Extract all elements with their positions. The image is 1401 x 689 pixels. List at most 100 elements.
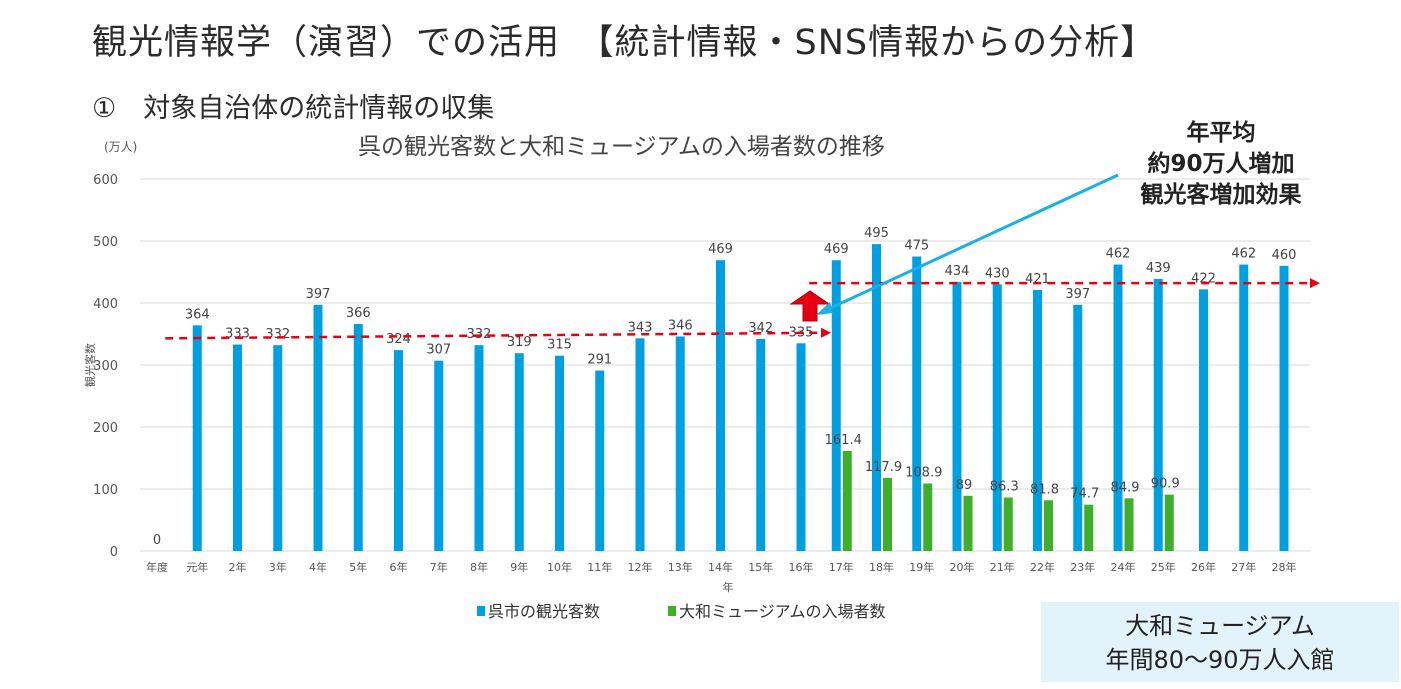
bar-visitors — [716, 260, 725, 551]
data-label-visitors: 315 — [547, 338, 572, 353]
x-tick-label: 26年 — [1191, 560, 1216, 574]
data-label-visitors: 397 — [1065, 287, 1090, 302]
x-tick-label: 25年 — [1151, 560, 1176, 574]
x-tick-label: 7年 — [430, 560, 448, 574]
y-tick-label: 500 — [93, 235, 118, 250]
increase-arrow-icon — [789, 290, 831, 322]
x-tick-label: 6年 — [390, 560, 408, 574]
x-tick-label: 27年 — [1231, 560, 1256, 574]
legend-label-museum: 大和ミュージアムの入場者数 — [679, 602, 886, 621]
bar-museum — [842, 450, 852, 551]
x-tick-label: 12年 — [628, 560, 653, 574]
annotation-line-3: 観光客増加効果 — [1140, 182, 1302, 208]
bar-museum — [1124, 498, 1134, 551]
data-label-museum: 74.7 — [1070, 487, 1099, 502]
x-tick-label: 23年 — [1070, 560, 1095, 574]
data-label-museum: 81.8 — [1030, 482, 1059, 497]
trend-arrowhead-icon — [821, 327, 831, 338]
data-label-museum: 84.9 — [1111, 480, 1140, 495]
data-label-museum: 108.9 — [905, 465, 942, 480]
bar-visitors — [192, 325, 202, 551]
bar-visitors — [675, 336, 685, 551]
y-tick-label: 400 — [93, 297, 118, 312]
legend: 呉市の観光客数 大和ミュージアムの入場者数 — [477, 602, 886, 621]
y-tick-label: 200 — [93, 421, 118, 436]
bar-visitors — [1279, 265, 1289, 551]
data-label-visitors: 462 — [1106, 247, 1131, 262]
bar-visitors — [1033, 289, 1042, 551]
bar-visitors — [434, 360, 444, 551]
x-tick-label: 9年 — [510, 560, 528, 574]
x-tick-label: 21年 — [990, 560, 1015, 574]
bars — [192, 244, 1289, 551]
bar-museum — [923, 483, 933, 551]
y-tick-label: 600 — [93, 173, 118, 188]
x-tick-label: 22年 — [1030, 560, 1055, 574]
x-tick-label: 14年 — [708, 560, 733, 574]
bar-visitors — [831, 260, 841, 551]
bar-visitors — [273, 345, 283, 551]
data-label-visitors: 422 — [1191, 271, 1216, 286]
annotation-line-2: 約90万人増加 — [1147, 151, 1295, 177]
chart-title: 呉の観光客数と大和ミュージアムの入場者数の推移 — [358, 134, 885, 160]
x-tick-label: 19年 — [909, 560, 934, 574]
y-tick-label: 100 — [93, 483, 118, 498]
x-tick-label: 2年 — [229, 560, 247, 574]
x-tick-label: 11年 — [587, 560, 612, 574]
legend-label-visitors: 呉市の観光客数 — [488, 602, 600, 621]
y-tick-label: 300 — [93, 359, 118, 374]
data-label-visitors: 469 — [708, 242, 733, 257]
bar-visitors — [756, 338, 766, 551]
bar-museum — [1003, 497, 1013, 551]
legend-swatch-museum — [668, 606, 676, 616]
bar-museum — [883, 477, 892, 551]
data-label-museum: 89 — [956, 478, 973, 493]
x-tick-label: 13年 — [668, 560, 693, 574]
data-label-visitors: 0 — [153, 533, 161, 548]
x-tick-label: 15年 — [748, 560, 773, 574]
page-title: 観光情報学（演習）での活用 【統計情報・SNS情報からの分析】 — [92, 23, 1157, 63]
bar-visitors — [394, 350, 403, 551]
data-label-visitors: 430 — [985, 266, 1010, 281]
y-unit-label: (万人) — [104, 140, 138, 154]
x-tick-label: 28年 — [1272, 560, 1297, 574]
data-label-visitors: 291 — [587, 353, 612, 368]
bar-visitors — [796, 343, 806, 551]
x-tick-label: 年度 — [146, 560, 168, 574]
y-tick-label: 0 — [110, 545, 118, 560]
x-tick-label: 元年 — [186, 560, 208, 574]
data-label-visitors: 495 — [864, 226, 889, 241]
x-tick-label: 24年 — [1111, 560, 1136, 574]
data-label-visitors: 434 — [945, 264, 970, 279]
trend-arrowhead-icon — [1310, 278, 1320, 289]
bar-visitors — [872, 244, 881, 551]
bar-visitors — [992, 284, 1002, 551]
bar-visitors — [514, 353, 524, 551]
bar-visitors — [912, 256, 922, 551]
bar-visitors — [1239, 264, 1249, 551]
data-label-visitors: 421 — [1025, 272, 1050, 287]
data-label-museum: 86.3 — [990, 479, 1019, 494]
x-tick-label: 20年 — [950, 560, 975, 574]
museum-callout-line-1: 大和ミュージアム — [1125, 612, 1315, 640]
bar-visitors — [313, 304, 323, 551]
bar-museum — [1164, 494, 1174, 551]
legend-swatch-visitors — [477, 606, 485, 616]
annotation-line-1: 年平均 — [1186, 120, 1256, 146]
section-subtitle: ① 対象自治体の統計情報の収集 — [92, 93, 495, 124]
x-tick-label: 18年 — [869, 560, 894, 574]
bar-visitors — [595, 370, 605, 551]
trend-line — [165, 331, 822, 340]
bar-visitors — [1113, 264, 1123, 551]
data-label-visitors: 333 — [225, 327, 250, 342]
data-label-visitors: 397 — [306, 287, 331, 302]
bar-visitors — [1073, 304, 1083, 551]
data-label-visitors: 307 — [426, 343, 451, 358]
x-tick-label: 8年 — [470, 560, 488, 574]
bar-visitors — [233, 344, 242, 551]
bar-visitors — [635, 338, 645, 551]
bar-visitors — [1199, 289, 1208, 551]
data-label-museum: 90.9 — [1151, 477, 1180, 492]
data-label-visitors: 346 — [668, 318, 693, 333]
